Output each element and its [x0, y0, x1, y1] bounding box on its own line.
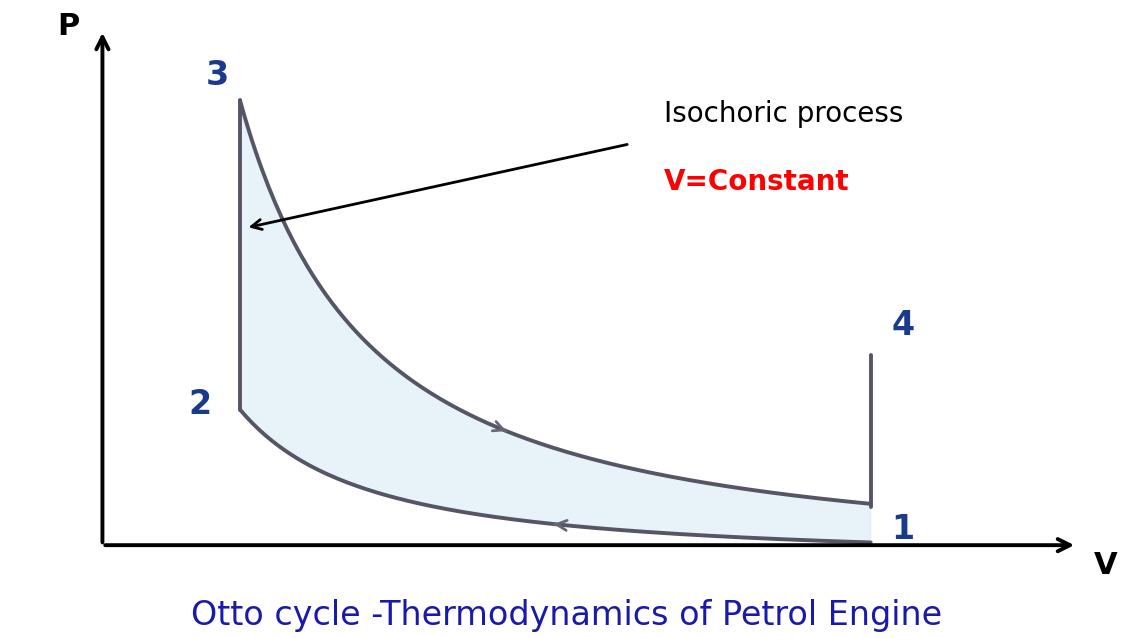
Text: 4: 4 [891, 309, 914, 342]
Text: 1: 1 [891, 513, 914, 545]
Polygon shape [240, 101, 871, 542]
Text: Otto cycle -Thermodynamics of Petrol Engine: Otto cycle -Thermodynamics of Petrol Eng… [192, 598, 942, 632]
Text: P: P [57, 12, 79, 41]
Text: V: V [1094, 551, 1118, 579]
Text: Isochoric process: Isochoric process [665, 100, 904, 128]
Text: 2: 2 [188, 388, 211, 420]
Text: 3: 3 [205, 59, 229, 93]
Text: V=Constant: V=Constant [665, 168, 849, 197]
